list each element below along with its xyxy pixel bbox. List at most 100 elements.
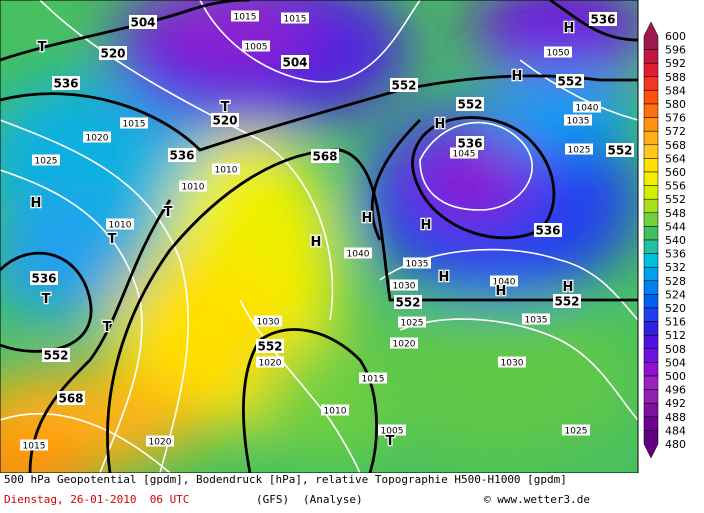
colorbar-cell [643, 239, 659, 254]
label-box [256, 356, 284, 368]
geopotential-label: 536 [53, 77, 78, 91]
pressure-center: H [563, 280, 574, 295]
label-box [32, 154, 60, 166]
map-field: 504 520 536 536 552 552 568 552 536 552 536 536 552 5… [0, 0, 638, 473]
geopotential-label: 552 [557, 75, 582, 89]
label-box [99, 46, 127, 60]
footer-description: 500 hPa Geopotential [gpdm], Bodendruck … [4, 473, 567, 486]
colorbar-cell [643, 226, 659, 241]
colorbar-label: 564 [665, 152, 686, 165]
colorbar-cell [643, 76, 659, 91]
pressure-center: T [42, 292, 51, 307]
label-box [42, 348, 70, 362]
label-box [168, 148, 196, 162]
colorbar-label: 492 [665, 397, 686, 410]
colorbar-label: 576 [665, 112, 686, 125]
pressure-label: 1005 [245, 43, 268, 53]
pressure-center: H [439, 270, 450, 285]
label-box [573, 101, 601, 113]
label-box [254, 315, 282, 327]
pressure-label: 1005 [381, 427, 404, 437]
pressure-label: 1020 [393, 340, 416, 350]
pressure-center: T [103, 320, 112, 335]
pressure-label: 1040 [493, 278, 516, 288]
pressure-label: 1010 [324, 407, 347, 417]
colorbar-label: 532 [665, 261, 686, 274]
colorbar-label: 540 [665, 234, 686, 247]
geopotential-contours [0, 0, 638, 473]
geopotential-label: 520 [212, 114, 237, 128]
colorbar-cell [643, 375, 659, 390]
colorbar-cell [643, 334, 659, 350]
colorbar-label: 504 [665, 356, 686, 369]
geopotential-label: 536 [590, 13, 615, 27]
colorbar-cell [643, 389, 659, 404]
footer-credit: © www.wetter3.de [484, 493, 590, 506]
colorbar-cell [643, 430, 659, 459]
label-box [344, 247, 372, 259]
pressure-center: H [311, 235, 322, 250]
colorbar-cell [643, 362, 659, 377]
geopotential-label: 552 [554, 295, 579, 309]
colorbar-label: 592 [665, 57, 686, 70]
colorbar-cell [643, 212, 659, 227]
pressure-center: T [164, 205, 173, 220]
geopotential-label: 568 [312, 150, 337, 164]
colorbar-label: 544 [665, 220, 686, 233]
pressure-label: 1020 [149, 438, 172, 448]
pressure-label: 1040 [347, 250, 370, 260]
colorbar-label: 568 [665, 139, 686, 152]
colorbar-label: 520 [665, 302, 686, 315]
label-box [30, 271, 58, 285]
colorbar: 6005965925885845805765725685645605565525… [643, 21, 686, 459]
pressure-center: H [564, 21, 575, 36]
label-box [589, 12, 617, 26]
label-box [606, 143, 634, 157]
colorbar-cell [643, 348, 659, 363]
colorbar-label: 552 [665, 193, 686, 206]
pressure-label: 1025 [565, 427, 588, 437]
pressure-label: 1045 [453, 150, 476, 160]
geopotential-label: 504 [282, 56, 307, 70]
colorbar-label: 496 [665, 384, 686, 397]
label-box [544, 46, 572, 58]
pressure-center: T [221, 100, 230, 115]
label-box [212, 163, 240, 175]
pressure-label: 1015 [23, 442, 46, 452]
label-box [394, 295, 422, 309]
label-box [456, 136, 484, 150]
colorbar-label: 484 [665, 424, 686, 437]
label-box [562, 424, 590, 436]
colorbar-cell [643, 49, 659, 64]
colorbar-cell [643, 253, 659, 268]
geopotential-label: 536 [169, 149, 194, 163]
label-box [390, 279, 418, 291]
colorbar-label: 548 [665, 207, 686, 220]
colorbar-label: 560 [665, 166, 686, 179]
pressure-label: 1020 [86, 134, 109, 144]
pressure-center: H [496, 284, 507, 299]
pressure-label: 1040 [576, 104, 599, 114]
label-box [398, 316, 426, 328]
label-box [242, 40, 270, 52]
footer-run: (Analyse) [303, 493, 363, 506]
label-box [321, 404, 349, 416]
colorbar-label: 480 [665, 438, 686, 451]
label-box [106, 218, 134, 230]
colorbar-label: 588 [665, 71, 686, 84]
label-box [553, 294, 581, 308]
colorbar-cell [643, 416, 659, 431]
pressure-label: 1035 [525, 316, 548, 326]
pressure-label: 1010 [215, 166, 238, 176]
pressure-center: T [108, 232, 117, 247]
colorbar-label: 500 [665, 370, 686, 383]
pressure-label: 1030 [501, 359, 524, 369]
label-box [490, 275, 518, 287]
pressure-label: 1035 [406, 260, 429, 270]
geopotential-label: 552 [391, 79, 416, 93]
pressure-label: 1035 [567, 117, 590, 127]
colorbar-label: 596 [665, 44, 686, 57]
colorbar-cell [643, 321, 659, 336]
colorbar-cell [643, 62, 659, 78]
